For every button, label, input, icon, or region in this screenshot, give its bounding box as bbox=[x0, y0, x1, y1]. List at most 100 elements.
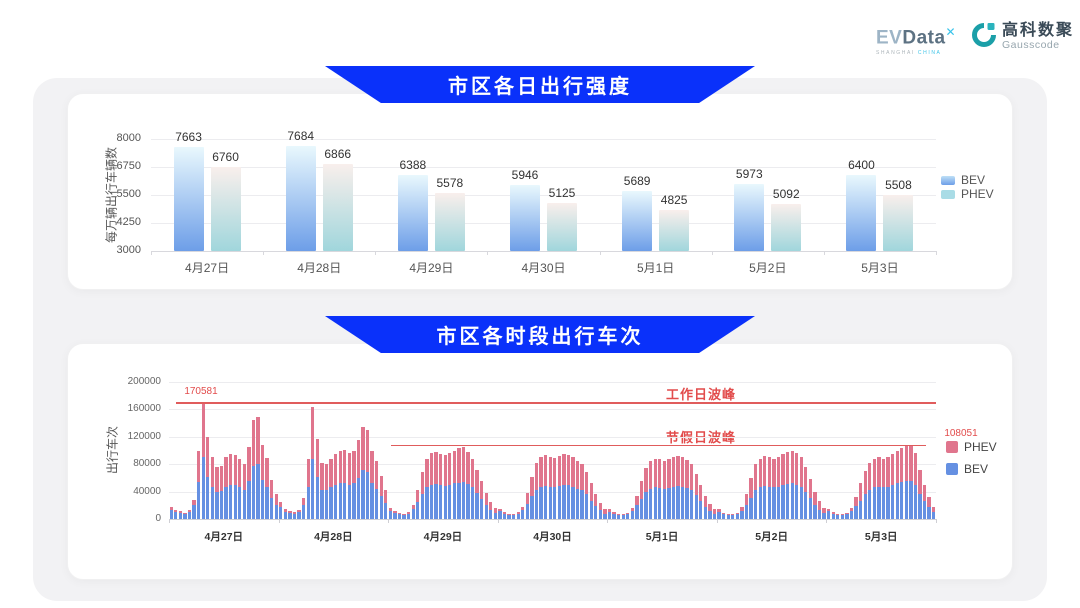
phev-bar-segment bbox=[292, 512, 297, 514]
x-axis-tick bbox=[169, 519, 170, 523]
phev-bar-segment bbox=[927, 497, 931, 508]
bev-bar-segment bbox=[283, 511, 288, 519]
y-tick-label: 5500 bbox=[116, 188, 141, 200]
phev-bar-segment bbox=[676, 455, 680, 487]
phev-bar-segment bbox=[375, 460, 379, 489]
bottom-legend-item-phev[interactable]: PHEV bbox=[946, 440, 997, 454]
phev-bar-segment bbox=[265, 458, 269, 488]
bev-legend-label: BEV bbox=[961, 173, 986, 187]
bev-bar-segment bbox=[438, 485, 443, 519]
bev-bar-segment bbox=[585, 494, 589, 519]
gausscode-logo: 高科数聚 Gausscode bbox=[971, 22, 1074, 53]
phev-bar-segment bbox=[617, 513, 621, 515]
bev-bar-segment bbox=[776, 486, 781, 519]
phev-bar-segment bbox=[712, 509, 717, 514]
phev-bar-segment bbox=[324, 463, 329, 491]
phev-bar-segment bbox=[594, 494, 598, 506]
bev-bar-segment bbox=[831, 513, 835, 519]
phev-bar-segment bbox=[822, 508, 826, 514]
bar-value-label: 5508 bbox=[885, 177, 912, 192]
bev-bar-segment bbox=[411, 509, 415, 519]
phev-bar-segment bbox=[429, 453, 434, 485]
bev-bar-segment bbox=[598, 510, 603, 519]
phev-bar-segment bbox=[740, 507, 744, 511]
gausscode-g-icon bbox=[971, 22, 997, 53]
phev-bar-segment bbox=[932, 506, 936, 513]
phev-bar-segment bbox=[333, 453, 338, 485]
bottom-legend-item-bev[interactable]: BEV bbox=[946, 462, 988, 476]
bev-bar-segment bbox=[781, 485, 785, 519]
phev-bar-segment bbox=[343, 449, 347, 483]
phev-bar-segment bbox=[425, 458, 429, 488]
bev-bar-segment bbox=[594, 505, 598, 519]
x-axis-label: 5月2日 bbox=[749, 261, 787, 275]
y-tick-label: 8000 bbox=[116, 132, 141, 144]
bev-bar-segment bbox=[877, 486, 881, 519]
x-axis-label: 4月28日 bbox=[297, 261, 342, 275]
bev-bar-segment bbox=[785, 484, 790, 519]
bev-bar-segment bbox=[425, 487, 429, 519]
top-legend-item-phev[interactable]: PHEV bbox=[941, 187, 994, 201]
bev-bar-segment bbox=[512, 514, 516, 519]
bev-bar-segment bbox=[292, 513, 297, 519]
bev-bar-segment bbox=[461, 482, 466, 519]
phev-bar bbox=[883, 194, 914, 251]
bev-bar-segment bbox=[863, 494, 867, 519]
bev-bar-segment bbox=[813, 504, 817, 519]
workday-peak-line bbox=[176, 402, 936, 404]
phev-bar-segment bbox=[215, 466, 219, 492]
bev-bar-segment bbox=[571, 486, 575, 519]
evdata-tagline-right: CHINA bbox=[917, 50, 942, 57]
top-chart-title: 市区各日出行强度 bbox=[448, 76, 632, 98]
top-legend-item-bev[interactable]: BEV bbox=[941, 173, 985, 187]
phev-bar-segment bbox=[270, 479, 274, 499]
y-tick-label: 4250 bbox=[116, 216, 141, 228]
phev-bar bbox=[434, 193, 465, 251]
bev-bar-segment bbox=[658, 488, 662, 519]
bev-bar-segment bbox=[315, 476, 319, 519]
phev-bar-segment bbox=[301, 498, 306, 505]
phev-bar-segment bbox=[722, 512, 726, 515]
phev-bar-segment bbox=[781, 453, 785, 486]
bev-bar-segment bbox=[201, 456, 205, 519]
bev-bar-segment bbox=[356, 477, 361, 519]
bev-legend-label: BEV bbox=[964, 462, 989, 476]
x-axis-tick bbox=[599, 251, 601, 255]
bev-bar-segment bbox=[699, 501, 703, 519]
bev-bar-segment bbox=[680, 486, 685, 519]
phev-bar-segment bbox=[187, 510, 192, 513]
x-axis-label: 5月3日 bbox=[861, 261, 899, 275]
phev-bar-segment bbox=[753, 464, 758, 491]
bev-bar-segment bbox=[434, 484, 438, 519]
phev-bar-segment bbox=[644, 467, 648, 493]
x-axis-label: 5月1日 bbox=[636, 261, 675, 275]
phev-bar-segment bbox=[612, 512, 616, 514]
phev-bar-segment bbox=[744, 494, 749, 505]
grid-line bbox=[151, 167, 936, 168]
grid-line bbox=[151, 251, 936, 252]
bev-bar-segment bbox=[338, 483, 342, 519]
bev-bar-segment bbox=[219, 490, 224, 519]
phev-bar-segment bbox=[626, 512, 630, 515]
bev-bar-segment bbox=[690, 490, 694, 519]
phev-bar-segment bbox=[438, 453, 443, 486]
bev-bar-segment bbox=[749, 497, 753, 519]
bev-bar-segment bbox=[854, 505, 858, 519]
bev-bar-segment bbox=[370, 483, 374, 519]
grid-line bbox=[169, 464, 936, 466]
bev-bar-segment bbox=[648, 488, 653, 519]
phev-bar bbox=[547, 203, 577, 251]
bev-bar-segment bbox=[827, 511, 831, 519]
bev-bar-segment bbox=[279, 506, 283, 519]
phev-bar bbox=[210, 166, 241, 251]
phev-bar-segment bbox=[352, 450, 356, 484]
phev-bar-segment bbox=[210, 457, 214, 487]
bev-bar-segment bbox=[712, 513, 717, 519]
bev-bar-segment bbox=[763, 486, 767, 519]
x-axis-label: 4月27日 bbox=[185, 261, 230, 275]
bev-bar-segment bbox=[516, 513, 520, 519]
phev-bar bbox=[322, 164, 353, 251]
bev-bar-segment bbox=[507, 514, 511, 519]
bev-bar-segment bbox=[703, 506, 708, 519]
